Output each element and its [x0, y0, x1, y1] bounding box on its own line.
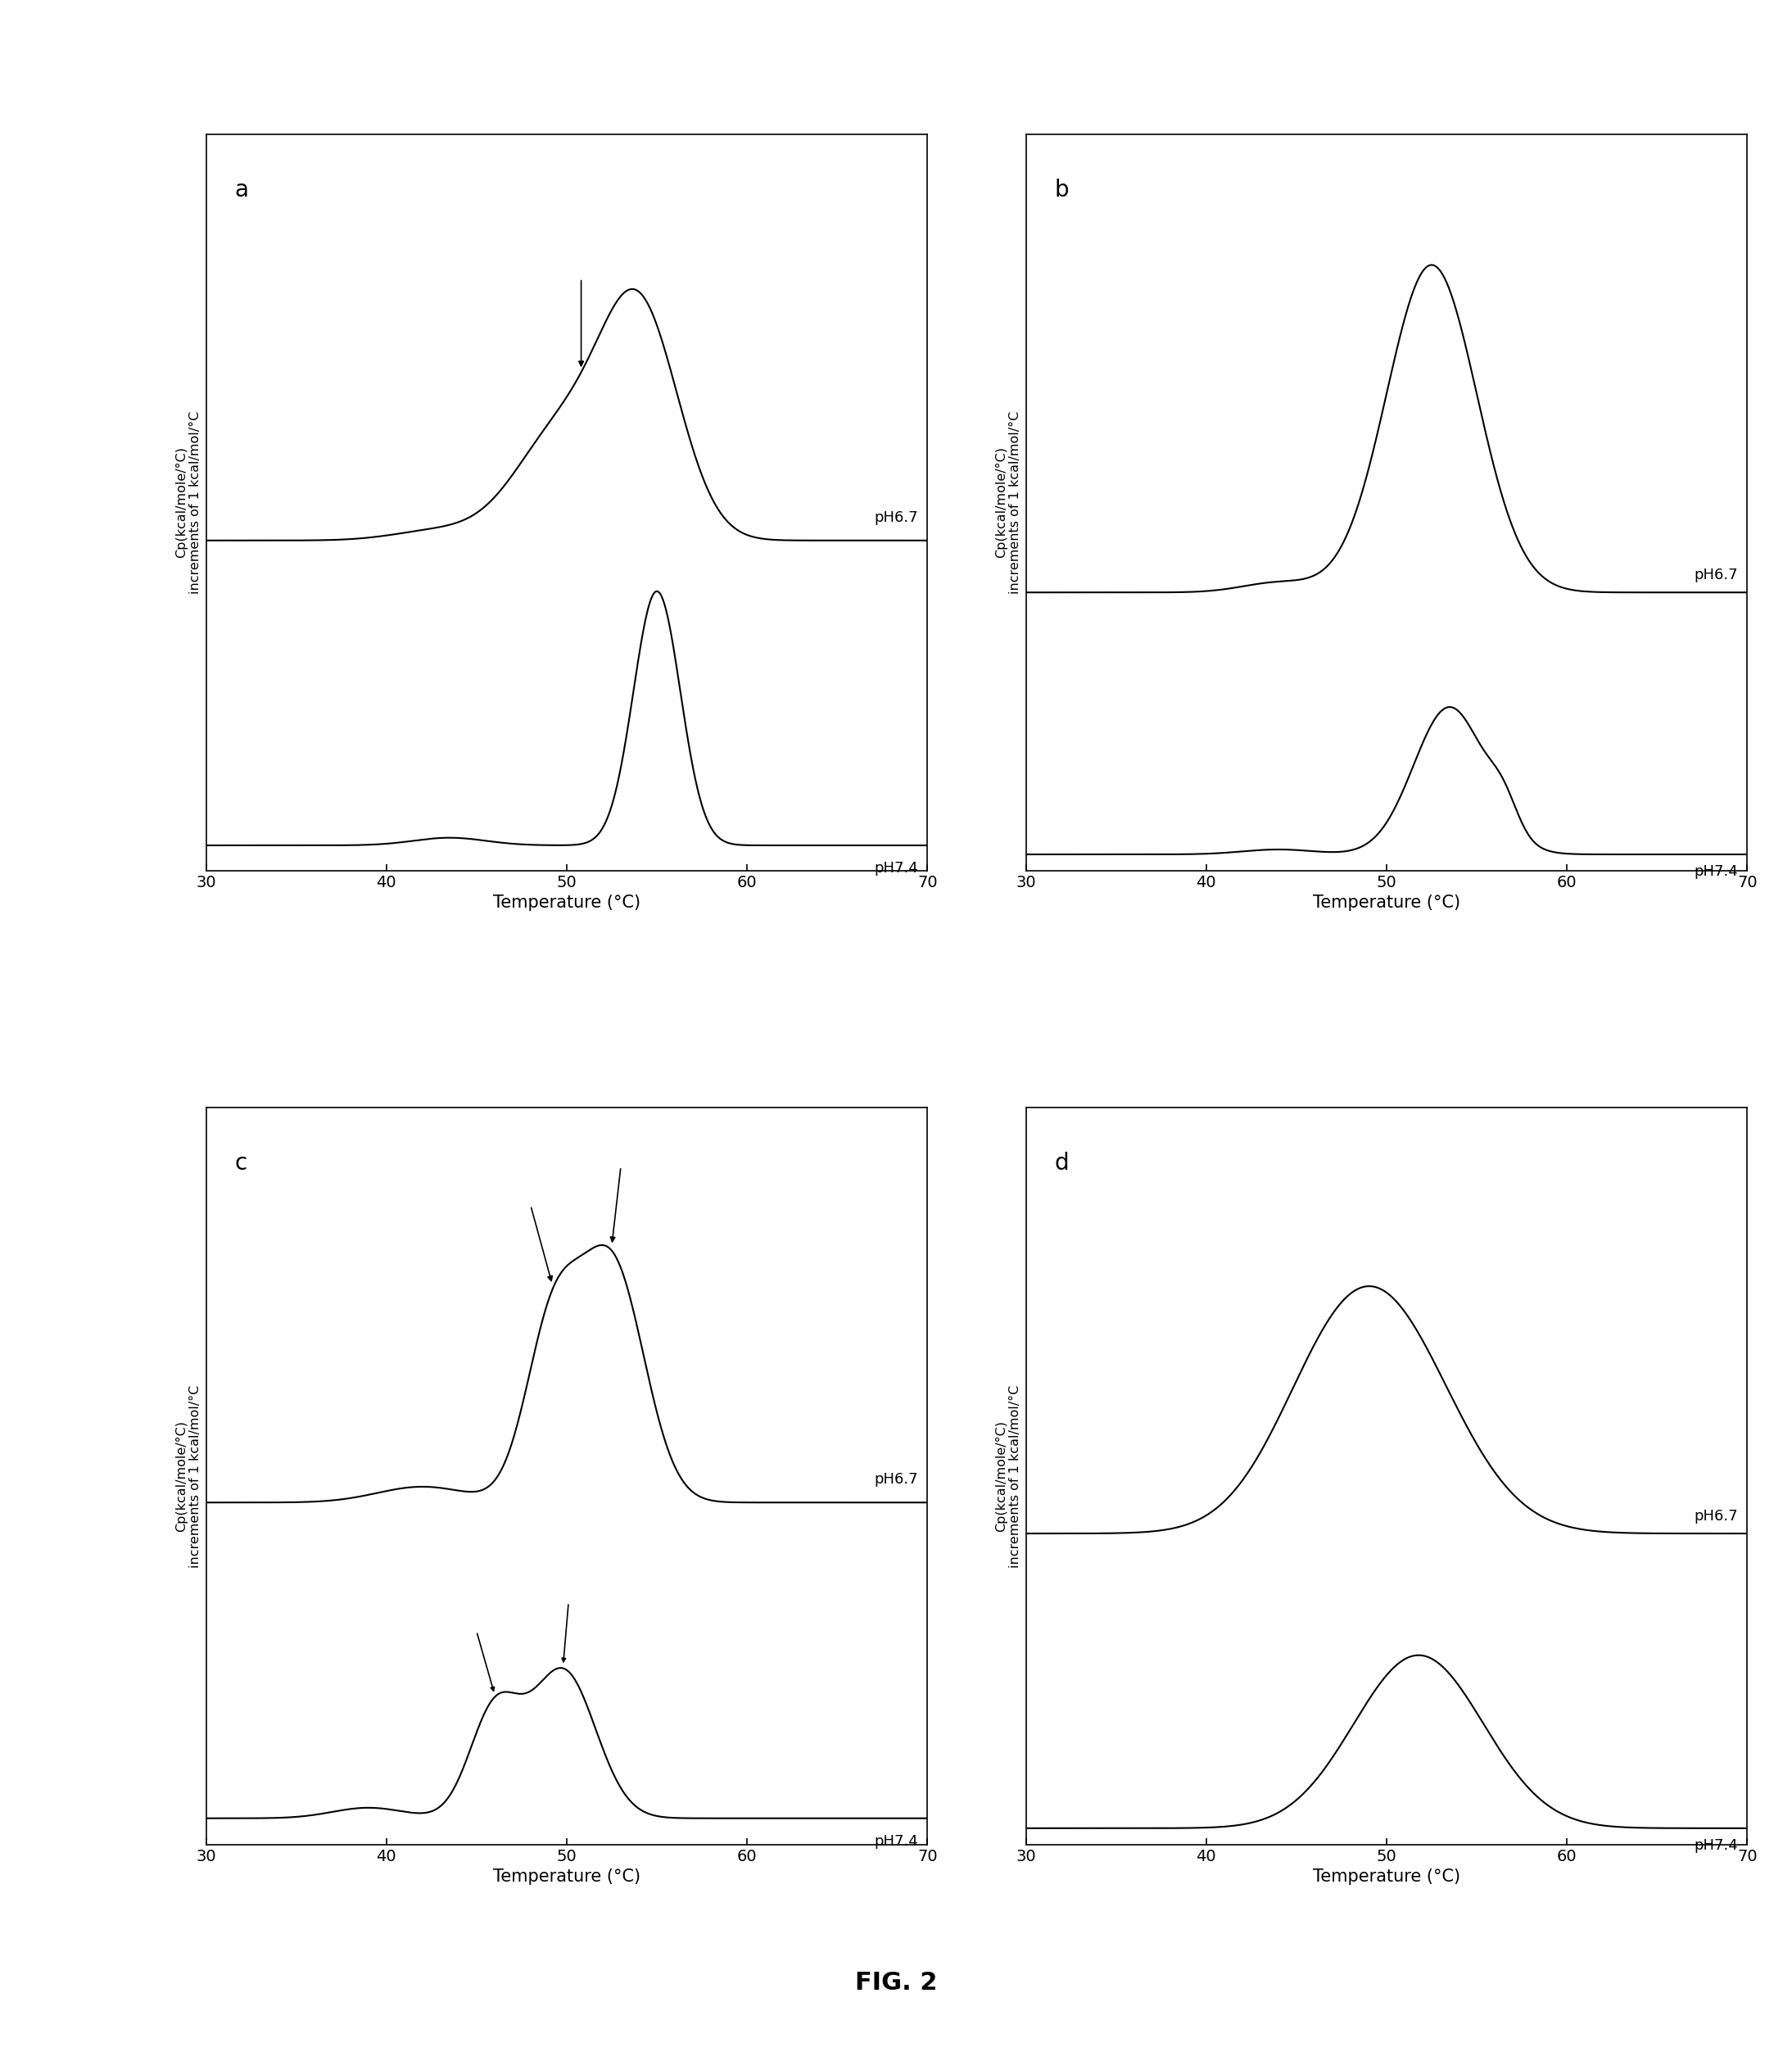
- Y-axis label: Cp(kcal/mole/°C)
increments of 1 kcal/mol/°C: Cp(kcal/mole/°C) increments of 1 kcal/mo…: [176, 410, 201, 594]
- Text: pH6.7: pH6.7: [874, 511, 918, 526]
- Text: b: b: [1055, 177, 1070, 202]
- X-axis label: Temperature (°C): Temperature (°C): [493, 1869, 640, 1886]
- Text: pH7.4: pH7.4: [1693, 864, 1738, 878]
- Text: pH6.7: pH6.7: [1693, 569, 1738, 583]
- Text: a: a: [235, 177, 249, 202]
- X-axis label: Temperature (°C): Temperature (°C): [1314, 1869, 1460, 1886]
- Text: FIG. 2: FIG. 2: [855, 1970, 937, 1995]
- X-axis label: Temperature (°C): Temperature (°C): [493, 894, 640, 911]
- Text: pH6.7: pH6.7: [1693, 1509, 1738, 1523]
- Y-axis label: Cp(kcal/mole/°C)
increments of 1 kcal/mol/°C: Cp(kcal/mole/°C) increments of 1 kcal/mo…: [995, 410, 1021, 594]
- Text: d: d: [1055, 1152, 1070, 1175]
- Text: c: c: [235, 1152, 247, 1175]
- Text: pH7.4: pH7.4: [1693, 1838, 1738, 1853]
- Text: pH7.4: pH7.4: [874, 1834, 918, 1849]
- Text: pH6.7: pH6.7: [874, 1472, 918, 1486]
- X-axis label: Temperature (°C): Temperature (°C): [1314, 894, 1460, 911]
- Y-axis label: Cp(kcal/mole/°C)
increments of 1 kcal/mol/°C: Cp(kcal/mole/°C) increments of 1 kcal/mo…: [176, 1385, 201, 1568]
- Y-axis label: Cp(kcal/mole/°C)
increments of 1 kcal/mol/°C: Cp(kcal/mole/°C) increments of 1 kcal/mo…: [995, 1385, 1021, 1568]
- Text: pH7.4: pH7.4: [874, 861, 918, 876]
